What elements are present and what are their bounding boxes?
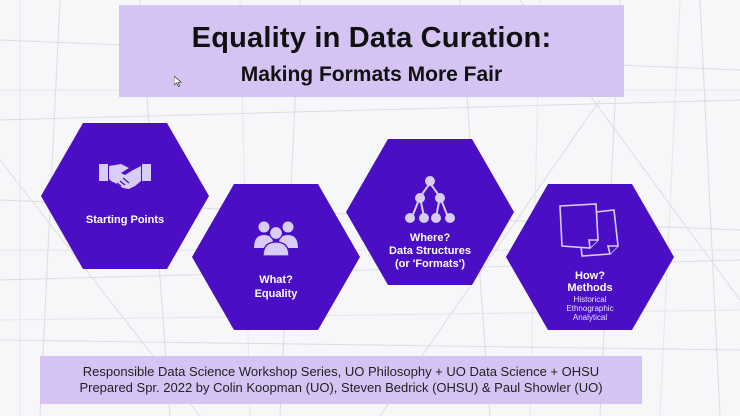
mouse-cursor-icon <box>174 76 182 87</box>
page-title: Equality in Data Curation: <box>191 22 552 54</box>
hexagon-label-topic: Equality <box>254 288 298 300</box>
hexagon-label: Starting Points <box>85 214 165 226</box>
credits-banner: Responsible Data Science Workshop Series… <box>40 356 642 404</box>
hexagon-label-topic: Data Structures <box>389 245 471 257</box>
tree-hierarchy-icon <box>405 176 455 223</box>
method-ethnographic: Ethnographic <box>566 304 614 313</box>
title-banner: Equality in Data Curation: Making Format… <box>119 5 624 97</box>
page-subtitle: Making Formats More Fair <box>240 63 503 86</box>
credits-line-series: Responsible Data Science Workshop Series… <box>82 364 600 379</box>
method-historical: Historical <box>573 295 607 304</box>
method-analytical: Analytical <box>572 313 608 322</box>
credits-line-authors: Prepared Spr. 2022 by Colin Koopman (UO)… <box>79 380 603 395</box>
hexagon-how-methods: How? Methods Historical Ethnographic Ana… <box>506 184 674 330</box>
handshake-icon <box>99 164 151 189</box>
people-group-icon <box>254 221 298 256</box>
hexagon-label-note: (or 'Formats') <box>394 258 465 270</box>
hexagon-label-question: How? <box>575 270 605 282</box>
hexagon-label-topic: Methods <box>567 282 613 294</box>
hexagon-label-question: What? <box>259 274 293 286</box>
hexagon-label-question: Where? <box>409 232 451 244</box>
documents-icon <box>559 203 619 257</box>
